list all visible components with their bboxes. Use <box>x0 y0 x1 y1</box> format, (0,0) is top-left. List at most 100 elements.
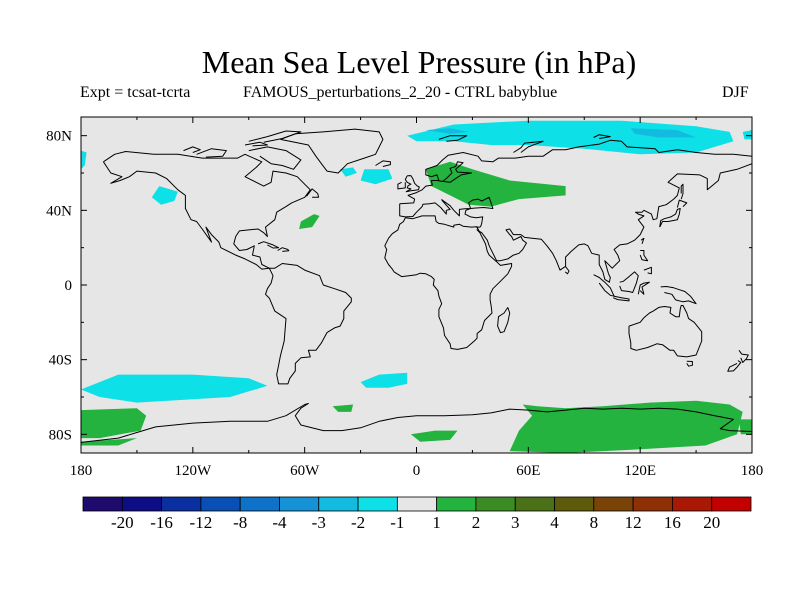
anomaly-region-north-atlantic-low <box>360 169 393 185</box>
colorbar-label: 3 <box>511 513 520 532</box>
anomaly-region-antarctic-edge-high <box>81 438 137 446</box>
colorbar-label: 16 <box>664 513 681 532</box>
anomaly-region-siberia-edge-low <box>742 130 752 140</box>
anomaly-region-dateline-south-high <box>739 419 752 435</box>
colorbar-label: 4 <box>550 513 559 532</box>
anomaly-region-small-atlantic-high <box>332 404 354 412</box>
coastline-sulawesi <box>637 281 650 295</box>
coastline-victoria-island <box>196 148 227 158</box>
anomaly-region-north-pacific-low <box>151 186 178 205</box>
colorbar-label: -16 <box>150 513 173 532</box>
colorbar-swatch <box>475 496 516 512</box>
colorbar-swatch <box>436 496 477 512</box>
coastline-baltic <box>436 161 472 183</box>
colorbar-swatch <box>711 496 752 512</box>
coastline-south-america <box>265 263 352 385</box>
colorbar-swatch <box>279 496 320 512</box>
anomaly-region-arctic-core-low <box>425 128 469 134</box>
coastline-hispaniola <box>277 247 290 252</box>
x-tick-label: 180 <box>741 463 764 479</box>
colorbar-label: 8 <box>590 513 599 532</box>
x-tick-label: 180 <box>70 463 93 479</box>
anomaly-region-south-pacific-low <box>81 374 268 403</box>
anomaly-region-greenland-east-low <box>340 167 357 177</box>
coastline-newfoundland <box>306 188 320 198</box>
colorbar-swatch <box>632 496 673 512</box>
x-tick-label: 120E <box>624 463 656 479</box>
colorbar-swatch <box>200 496 241 512</box>
anomaly-region-south-atlantic-low <box>360 372 408 388</box>
coastline-sri-lanka <box>564 266 570 275</box>
colorbar-label: -1 <box>390 513 404 532</box>
colorbar-swatch <box>161 496 202 512</box>
coastline-severnaya-zemlya <box>593 134 611 139</box>
colorbar-swatch <box>593 496 634 512</box>
coastline-madagascar <box>497 307 511 334</box>
colorbar-swatch <box>357 496 398 512</box>
colorbar-swatch <box>514 496 555 512</box>
coastline-taiwan <box>640 237 645 245</box>
latitude-axis: 80N 40N 0 40S 80S <box>46 129 752 443</box>
x-tick-label: 60E <box>516 463 540 479</box>
coastline-iceland <box>375 160 391 167</box>
x-tick-label: 120W <box>174 463 212 479</box>
colorbar-label: 12 <box>625 513 642 532</box>
coastlines <box>81 128 752 443</box>
coastline-eurasia <box>399 139 752 283</box>
coastline-antarctica <box>81 403 752 443</box>
colorbar-swatch <box>318 496 359 512</box>
run-comparison-label: FAMOUS_perturbations_2_20 - CTRL babyblu… <box>243 84 558 101</box>
anomaly-region-atlantic-high <box>299 214 320 229</box>
coastline-baffin-island <box>248 146 302 170</box>
coastline-sakhalin <box>680 183 684 200</box>
colorbar-label: 1 <box>432 513 441 532</box>
coastline-borneo <box>619 271 639 293</box>
colorbar-label: -2 <box>351 513 365 532</box>
anomaly-region-eurasia-high <box>425 161 566 207</box>
colorbar-label: 20 <box>703 513 720 532</box>
colorbar-label: -12 <box>190 513 213 532</box>
coastline-devon-island <box>244 141 268 147</box>
coastline-north-america <box>102 151 311 270</box>
coastline-africa <box>384 215 513 350</box>
colorbar-label: -8 <box>233 513 247 532</box>
coastline-novaya-zemlya <box>513 140 544 153</box>
colorbar-label: -4 <box>272 513 287 532</box>
coastline-hokkaido <box>676 199 688 208</box>
coastline-banks-island <box>183 146 201 153</box>
colorbar-label: -20 <box>111 513 134 532</box>
y-tick-label: 80S <box>49 427 72 443</box>
coastline-philippines-mindanao <box>643 266 652 275</box>
coastline-new-guinea <box>660 286 697 305</box>
anomaly-region-east-antarctic-high <box>509 400 743 453</box>
coastline-japan <box>659 208 681 228</box>
coastline-great-britain <box>404 175 420 193</box>
y-tick-label: 80N <box>46 129 72 145</box>
anomaly-region-siberia-core-low <box>630 128 697 138</box>
colorbar-swatch <box>239 496 280 512</box>
anomaly-region-weddell-high <box>410 430 458 442</box>
page-title: Mean Sea Level Pressure (in hPa) <box>201 44 637 80</box>
experiment-label: Expt = tcsat-tcrta <box>80 84 191 101</box>
coastline-ireland <box>397 181 406 190</box>
x-tick-label: 0 <box>413 463 421 479</box>
y-tick-label: 40S <box>49 353 72 369</box>
colorbar-swatch <box>121 496 162 512</box>
colorbar: -20 -16 -12 -8 -4 -3 -2 -1 1 2 3 4 8 12 16 20 <box>82 496 752 532</box>
y-tick-label: 0 <box>65 278 73 294</box>
x-tick-label: 60W <box>290 463 320 479</box>
anomaly-regions <box>81 120 752 453</box>
longitude-axis: 180 120W 60W 0 60E 120E 180 <box>70 117 764 479</box>
coastline-philippines-luzon <box>639 250 649 262</box>
coastline-tasmania <box>686 360 693 367</box>
colorbar-swatch <box>396 496 438 512</box>
colorbar-label: 2 <box>472 513 481 532</box>
y-tick-label: 40N <box>46 203 72 219</box>
coastline-ellesmere-island <box>248 130 302 143</box>
colorbar-swatch <box>82 496 123 512</box>
coastline-sumatra <box>593 274 615 297</box>
anomaly-region-antarctic-pacific-high <box>81 408 147 439</box>
coastline-svalbard <box>438 135 468 142</box>
coastline-cuba <box>257 241 280 249</box>
